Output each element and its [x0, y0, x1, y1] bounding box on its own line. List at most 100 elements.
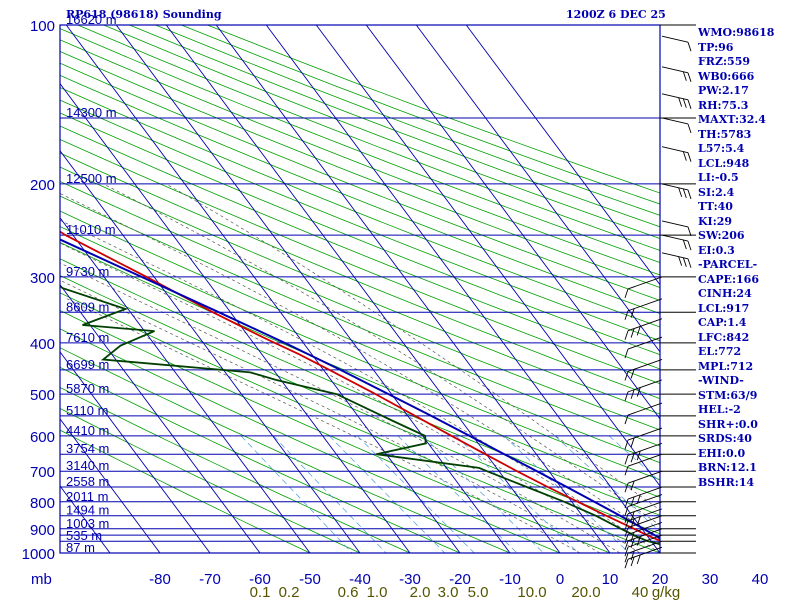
temperature-line — [60, 230, 660, 542]
height-label: 2558 m — [66, 474, 109, 489]
dry-adiabat — [60, 87, 660, 328]
wind-barb — [624, 427, 663, 450]
mixing-ratio-label: 5.0 — [468, 584, 489, 600]
wind-barb — [624, 540, 663, 563]
station-title: RP618 (98618) Sounding — [66, 8, 222, 21]
wind-barb-staff — [627, 298, 663, 312]
wind-barb-flag — [630, 369, 635, 379]
temperature-tick-label: -10 — [499, 571, 521, 588]
temperature-tick-label: -70 — [199, 571, 221, 588]
stat-line: LCL:917 — [698, 301, 750, 315]
stat-line: EI:0.3 — [698, 243, 735, 257]
stat-line: LCL:948 — [698, 156, 750, 170]
wind-barb-flag — [630, 480, 635, 491]
stat-line: WMO:98618 — [698, 26, 775, 39]
wind-barb-flag — [687, 123, 692, 134]
wind-barb — [624, 336, 663, 359]
dry-adiabat — [60, 125, 660, 370]
stat-line: -PARCEL- — [698, 258, 758, 271]
isotherm — [65, 25, 461, 553]
dry-adiabat — [60, 62, 660, 301]
wind-barb — [624, 402, 663, 425]
wind-barb — [661, 183, 692, 200]
stat-line: MPL:712 — [698, 359, 754, 373]
stat-line: CINH:24 — [698, 287, 752, 300]
moist-adiabat — [102, 183, 660, 526]
plot-border — [59, 24, 661, 554]
wind-barb-flag — [624, 534, 629, 544]
height-label: 5870 m — [66, 381, 109, 396]
temperature-tick-label: -40 — [349, 571, 371, 588]
wind-barb-flag — [630, 308, 635, 318]
dry-adiabat — [60, 226, 660, 481]
stat-line: KI:29 — [698, 214, 733, 228]
wind-barb — [624, 359, 663, 381]
wind-barb-flag — [687, 226, 692, 237]
dewpoint-line — [60, 284, 660, 546]
stat-line: SHR+:0.0 — [698, 417, 758, 431]
wind-barb-flag — [630, 437, 635, 448]
isotherm — [60, 217, 311, 553]
wind-barb-flag — [678, 256, 683, 266]
wind-barb-staff — [661, 183, 689, 191]
dry-adiabat — [60, 210, 660, 464]
wind-barb-staff — [661, 234, 689, 242]
plot-area — [0, 25, 660, 553]
moist-adiabat — [60, 219, 660, 553]
height-label: 1494 m — [66, 503, 109, 518]
mixing-ratio-label: 20.0 — [571, 584, 600, 600]
wind-barb-flag — [624, 553, 629, 563]
dry-adiabat — [60, 50, 660, 288]
pressure-tick-label: 600 — [30, 429, 55, 446]
wind-barb — [661, 117, 692, 134]
stat-line: TH:5783 — [698, 127, 752, 141]
wind-barb-flag — [624, 506, 629, 516]
stat-line: TT:40 — [698, 200, 733, 213]
height-label: 3754 m — [66, 441, 109, 456]
wind-barb-staff — [627, 336, 663, 350]
wind-barb-staff — [661, 35, 689, 43]
wind-barb-flag — [624, 559, 629, 569]
wind-barb-flag — [624, 540, 629, 550]
dry-adiabat — [60, 112, 660, 356]
isotherm — [365, 25, 660, 420]
wind-barb-staff — [627, 494, 663, 507]
isotherm — [0, 25, 10, 553]
height-label: 5110 m — [66, 403, 108, 418]
temperature-tick-label: 20 — [652, 571, 669, 588]
wind-barb-flag — [624, 498, 629, 509]
wind-barb-flag — [682, 239, 687, 250]
wind-barb-flag — [624, 513, 629, 523]
mixing-ratio-line — [554, 435, 660, 533]
stat-line: LFC:842 — [698, 330, 750, 344]
pressure-tick-label: 500 — [30, 387, 55, 404]
isotherm — [115, 25, 511, 553]
wind-barb — [624, 515, 663, 537]
wind-barb-flag — [687, 42, 692, 52]
stat-line: RH:75.3 — [698, 98, 749, 112]
wind-barb-staff — [627, 379, 663, 393]
dry-adiabat — [60, 195, 660, 447]
mixing-ratio-label: 10.0 — [517, 584, 546, 600]
stat-line: SW:206 — [698, 229, 745, 242]
wind-barb — [624, 486, 663, 509]
wind-barb — [661, 252, 692, 268]
stat-line: CAPE:166 — [698, 272, 759, 286]
temperature-tick-label: -20 — [449, 571, 471, 588]
wind-barb-flag — [624, 455, 629, 465]
isotherm — [165, 25, 561, 553]
stat-line: PW:2.17 — [698, 84, 749, 97]
isotherm — [60, 418, 161, 553]
wind-barb-flag — [636, 554, 641, 565]
stat-line: WB0:666 — [698, 69, 755, 83]
height-label: 11010 m — [66, 222, 116, 237]
height-label: 8609 m — [66, 299, 109, 314]
wind-barb-flag — [678, 97, 683, 107]
pressure-axis-label: mb — [31, 571, 52, 588]
wind-barb — [624, 546, 663, 569]
temperature-tick-label: 10 — [602, 571, 619, 588]
stat-line: -WIND- — [698, 374, 744, 387]
wind-barb — [661, 93, 692, 109]
stat-line: EL:772 — [698, 345, 742, 358]
isotherm — [60, 149, 361, 553]
